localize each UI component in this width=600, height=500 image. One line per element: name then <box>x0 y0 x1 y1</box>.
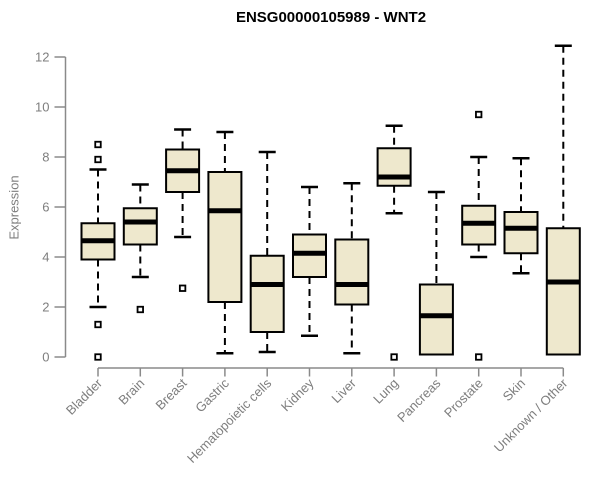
x-tick-label: Skin <box>500 376 528 404</box>
outlier-point <box>178 284 187 292</box>
x-tick-label: Pancreas <box>394 375 444 425</box>
y-tick-label: 8 <box>42 150 49 165</box>
box <box>545 227 581 356</box>
outlier-point <box>94 353 102 361</box>
outlier-point <box>94 140 102 149</box>
box <box>334 238 370 306</box>
x-tick-label: Prostate <box>441 376 486 421</box>
y-tick-label: 0 <box>42 350 49 365</box>
y-tick-label: 4 <box>42 250 49 265</box>
chart-title: ENSG00000105989 - WNT2 <box>235 9 427 26</box>
outlier-point <box>390 353 398 361</box>
x-tick-label: Unknown / Other <box>491 375 571 455</box>
x-tick-label: Kidney <box>278 375 317 414</box>
box <box>249 254 285 333</box>
y-tick-label: 6 <box>42 200 49 215</box>
box <box>207 171 243 303</box>
x-tick-label: Liver <box>328 375 359 406</box>
outlier-point <box>136 305 144 314</box>
y-tick-label: 10 <box>35 100 49 115</box>
x-tick-label: Breast <box>153 375 190 412</box>
outlier-point <box>94 155 102 164</box>
x-tick-label: Lung <box>370 376 401 407</box>
x-tick-label: Brain <box>115 376 147 408</box>
x-tick-label: Gastric <box>192 375 232 415</box>
y-tick-label: 12 <box>35 50 49 65</box>
outlier-point <box>94 320 102 329</box>
box <box>376 147 412 187</box>
x-tick-label: Bladder <box>63 375 106 418</box>
box <box>503 211 539 255</box>
outlier-point <box>475 353 483 361</box>
outlier-point <box>475 110 483 119</box>
box <box>122 207 158 246</box>
y-tick-label: 2 <box>42 300 49 315</box>
box <box>418 283 454 356</box>
